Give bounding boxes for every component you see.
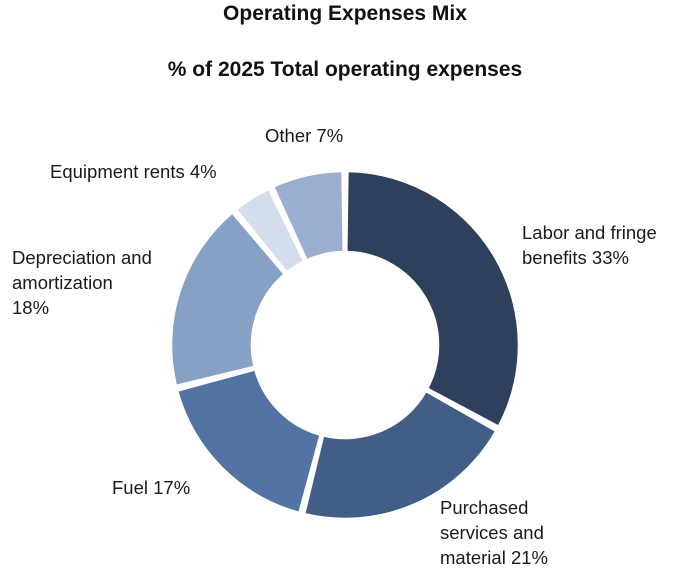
donut-slice [175, 367, 323, 515]
slice-label: Labor and fringe benefits 33% [522, 222, 657, 268]
donut-slices [169, 169, 521, 521]
donut-slice [169, 210, 287, 388]
donut-slice [345, 169, 521, 429]
chart-title: Operating Expenses Mix [223, 2, 467, 25]
slice-label: Depreciation and amortization 18% [12, 247, 152, 318]
chart-subtitle: % of 2025 Total operating expenses [167, 58, 523, 81]
slice-label: Equipment rents 4% [50, 161, 217, 182]
slice-label: Purchased services and material 21% [440, 497, 548, 568]
slice-label: Other 7% [265, 125, 343, 146]
donut-slice [271, 169, 345, 262]
slice-labels: Labor and fringe benefits 33% Purchased ser… [12, 125, 657, 568]
donut-slice [234, 186, 306, 275]
donut-slice [302, 389, 498, 521]
slice-label: Fuel 17% [112, 477, 190, 498]
